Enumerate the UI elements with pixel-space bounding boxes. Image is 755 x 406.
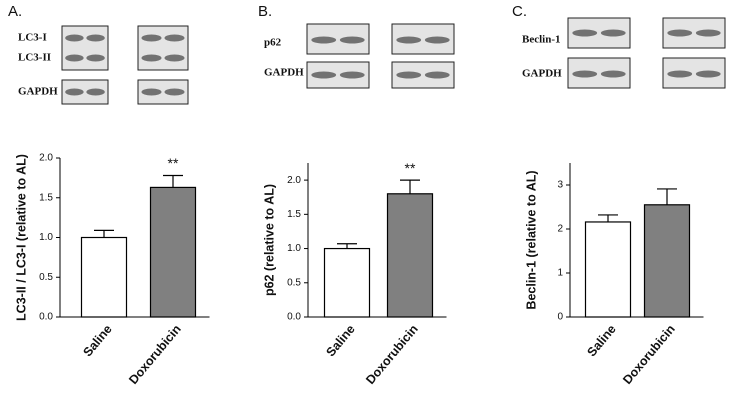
blot-label: p62: [264, 37, 282, 49]
bar: [584, 221, 632, 318]
x-tick-label: Doxorubicin: [620, 322, 678, 387]
x-tick-label: Doxorubicin: [363, 322, 421, 387]
y-tick-label: 3: [557, 180, 563, 191]
y-tick-label: 2.0: [287, 175, 301, 186]
panel-letter: A.: [8, 3, 22, 20]
blot-band: [65, 54, 84, 62]
blot-box: [61, 25, 109, 71]
blot-band: [424, 36, 450, 44]
blot-band: [164, 54, 185, 62]
y-axis-label: LC3-II / LC3-I (relative to AL): [14, 154, 28, 321]
x-tick-label: Doxorubicin: [126, 322, 184, 387]
blot-band: [600, 29, 626, 37]
blot-band: [311, 71, 337, 79]
x-tick-label: Saline: [323, 322, 357, 359]
blot-band: [339, 71, 365, 79]
y-axis-label: Beclin-1 (relative to AL): [524, 170, 538, 309]
y-tick-label: 0.5: [39, 272, 53, 283]
blot-band: [667, 29, 693, 37]
y-tick-label: 2: [557, 224, 563, 235]
blot-band: [600, 70, 626, 78]
blot-label: GAPDH: [18, 86, 58, 98]
blot-band: [141, 88, 162, 96]
blot-band: [667, 70, 693, 78]
blot-band: [572, 70, 598, 78]
y-tick-label: 1.0: [39, 232, 53, 243]
blot-label: GAPDH: [522, 68, 562, 80]
blot-band: [339, 36, 365, 44]
blot-band: [86, 54, 105, 62]
blot-band: [65, 88, 84, 96]
x-tick-label: Saline: [80, 322, 114, 359]
bar: [149, 186, 197, 318]
blot-band: [572, 29, 598, 37]
y-tick-label: 1.0: [287, 243, 301, 254]
blot-band: [695, 29, 721, 37]
y-tick-label: 0.0: [287, 312, 301, 323]
blot-label: LC3-I: [18, 32, 47, 44]
blot-band: [164, 34, 185, 42]
y-tick-label: 1.5: [39, 192, 53, 203]
blot-band: [396, 36, 422, 44]
blot-band: [86, 34, 105, 42]
bar: [643, 204, 691, 318]
blot-band: [311, 36, 337, 44]
blot-band: [141, 34, 162, 42]
blot-band: [164, 88, 185, 96]
significance: **: [168, 155, 179, 171]
x-tick-label: Saline: [584, 322, 618, 359]
blot-band: [424, 71, 450, 79]
y-axis-label: p62 (relative to AL): [262, 184, 276, 296]
blot-band: [396, 71, 422, 79]
y-tick-label: 0: [557, 312, 563, 323]
y-tick-label: 0.5: [287, 277, 301, 288]
bar: [80, 236, 128, 318]
blot-band: [65, 34, 84, 42]
bar: [386, 193, 434, 318]
blot-band: [141, 54, 162, 62]
blot-label: Beclin-1: [522, 34, 561, 46]
y-tick-label: 2.0: [39, 153, 53, 164]
bar: [323, 247, 371, 318]
y-tick-label: 0.0: [39, 312, 53, 323]
panel-letter: C.: [512, 3, 527, 20]
blot-label: LC3-II: [18, 52, 51, 64]
blot-label: GAPDH: [264, 67, 304, 79]
panel-letter: B.: [258, 3, 272, 20]
y-tick-label: 1: [557, 268, 563, 279]
blot-band: [695, 70, 721, 78]
blot-box: [137, 25, 189, 71]
significance: **: [405, 160, 416, 176]
y-tick-label: 1.5: [287, 209, 301, 220]
blot-band: [86, 88, 105, 96]
